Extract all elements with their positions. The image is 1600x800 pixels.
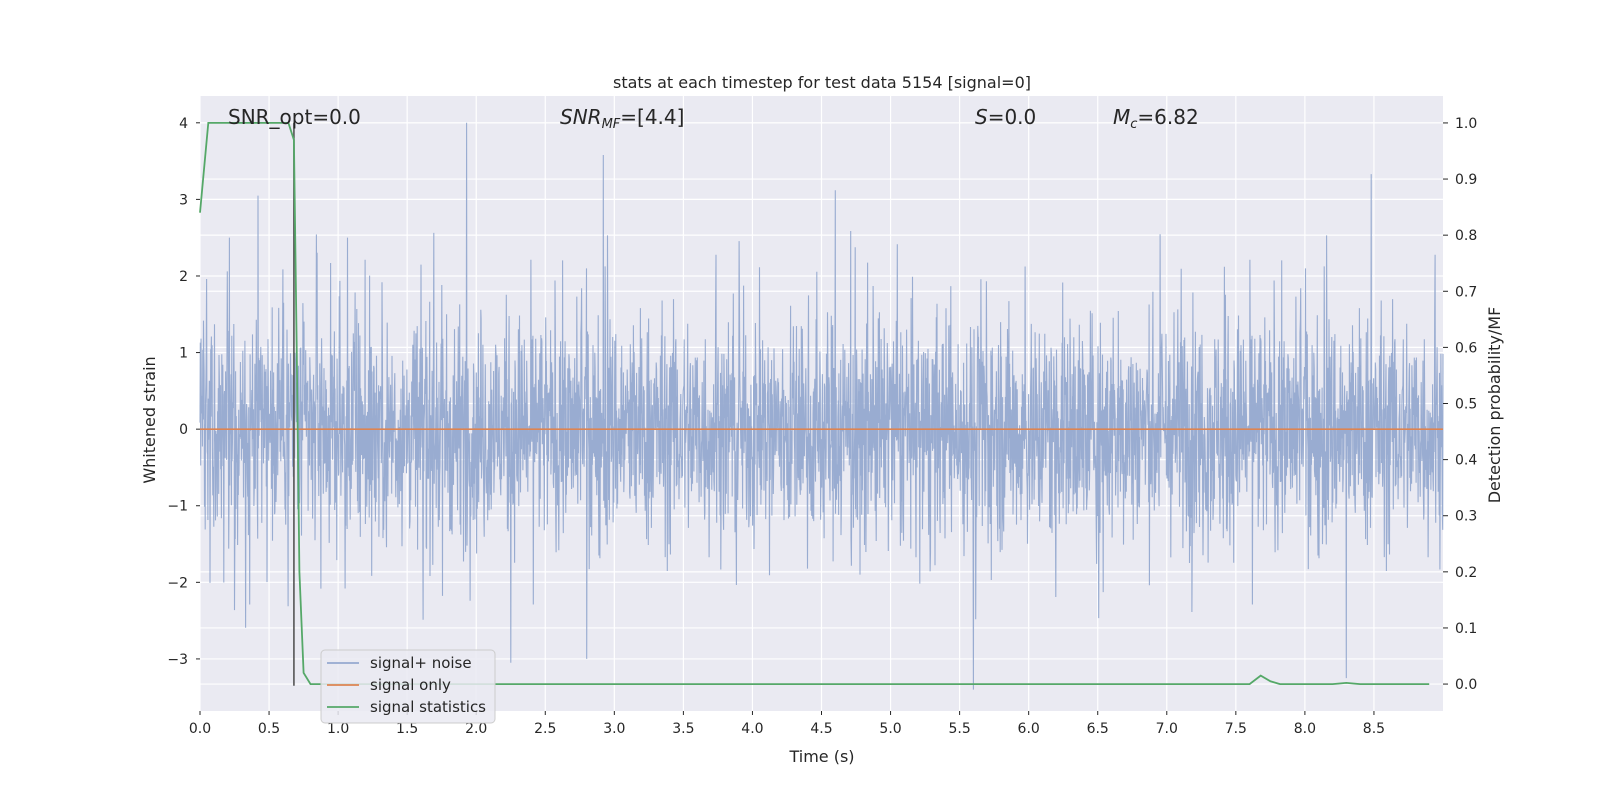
- s-name: S: [975, 105, 988, 129]
- y-tick-label: 1: [179, 346, 188, 362]
- x-tick-label: 4.0: [741, 721, 763, 737]
- series-line-signal-noise: [199, 122, 1444, 690]
- y-tick-label: −1: [167, 499, 188, 515]
- x-tick-label: 2.5: [534, 721, 556, 737]
- y-right-tick-label: 1.0: [1455, 116, 1477, 132]
- snr-mf-subscript: MF: [602, 117, 621, 132]
- s-annotation: S=0.0: [975, 105, 1036, 129]
- noise-series: [199, 122, 1444, 690]
- x-tick-label: 5.0: [879, 721, 901, 737]
- x-tick-label: 3.0: [603, 721, 625, 737]
- mc-name: M: [1113, 105, 1130, 129]
- chart-title: stats at each timestep for test data 515…: [613, 73, 1031, 92]
- mc-annotation: Mc=6.82: [1113, 105, 1199, 132]
- x-tick-label: 7.0: [1156, 721, 1178, 737]
- x-tick-label: 1.5: [396, 721, 418, 737]
- y-right-tick-label: 0.7: [1455, 284, 1477, 300]
- y-tick-label: 4: [179, 116, 188, 132]
- snr-opt-annotation: SNR_opt=0.0: [228, 105, 361, 129]
- mc-subscript: c: [1130, 117, 1137, 132]
- x-tick-label: 8.0: [1294, 721, 1316, 737]
- y-right-tick-label: 0.9: [1455, 172, 1477, 188]
- y-right-axis-ticks: 1.0 0.9 0.8 0.7 0.6 0.5 0.4 0.3 0.2 0.1 0.0: [1443, 116, 1477, 693]
- y-axis-ticks: 4 3 2 1 0 −1 −2 −3: [167, 116, 200, 668]
- y-right-tick-label: 0.6: [1455, 340, 1477, 356]
- x-tick-label: 0.0: [189, 721, 211, 737]
- x-tick-label: 0.5: [258, 721, 280, 737]
- y-axis-label: Whitened strain: [140, 356, 159, 483]
- x-tick-label: 7.5: [1225, 721, 1247, 737]
- signal-statistics-series: [199, 122, 1430, 685]
- s-value: =0.0: [988, 105, 1037, 129]
- legend-label-signal-statistics: signal statistics: [370, 698, 486, 716]
- snr-mf-annotation: SNRMF=[4.4]: [560, 105, 684, 132]
- y-right-tick-label: 0.2: [1455, 565, 1477, 581]
- x-tick-label: 4.5: [810, 721, 832, 737]
- x-tick-label: 6.5: [1087, 721, 1109, 737]
- y-tick-label: 3: [179, 192, 188, 208]
- x-tick-label: 2.0: [465, 721, 487, 737]
- y-right-tick-label: 0.4: [1455, 453, 1477, 469]
- legend-label-signal-noise: signal+ noise: [370, 654, 472, 672]
- snr-mf-value: =[4.4]: [620, 105, 684, 129]
- y-tick-label: 0: [179, 422, 188, 438]
- x-tick-label: 3.5: [672, 721, 694, 737]
- x-tick-label: 6.0: [1018, 721, 1040, 737]
- y-tick-label: 2: [179, 269, 188, 285]
- y-right-tick-label: 0.5: [1455, 397, 1477, 413]
- snr-mf-name: SNR: [560, 105, 602, 129]
- y-right-tick-label: 0.8: [1455, 228, 1477, 244]
- x-tick-label: 1.0: [327, 721, 349, 737]
- y-right-tick-label: 0.0: [1455, 677, 1477, 693]
- legend-box: [320, 649, 496, 724]
- legend-label-signal-only: signal only: [370, 676, 451, 694]
- y-tick-label: −2: [167, 575, 188, 591]
- y-right-axis-label: Detection probability/MF: [1485, 307, 1504, 504]
- y-right-tick-label: 0.3: [1455, 509, 1477, 525]
- x-axis-ticks: 0.0 0.5 1.0 1.5 2.0 2.5 3.0 3.5 4.0 4.5 5.0 5.5 6.0 6…: [189, 711, 1385, 737]
- x-tick-label: 8.5: [1363, 721, 1385, 737]
- x-tick-label: 5.5: [948, 721, 970, 737]
- y-right-tick-label: 0.1: [1455, 621, 1477, 637]
- x-axis-label: Time (s): [788, 747, 854, 766]
- mc-value: =6.82: [1137, 105, 1198, 129]
- series-line-signal-statistics: [199, 122, 1430, 685]
- legend: signal+ noise signal only signal statist…: [320, 649, 496, 724]
- y-tick-label: −3: [167, 652, 188, 668]
